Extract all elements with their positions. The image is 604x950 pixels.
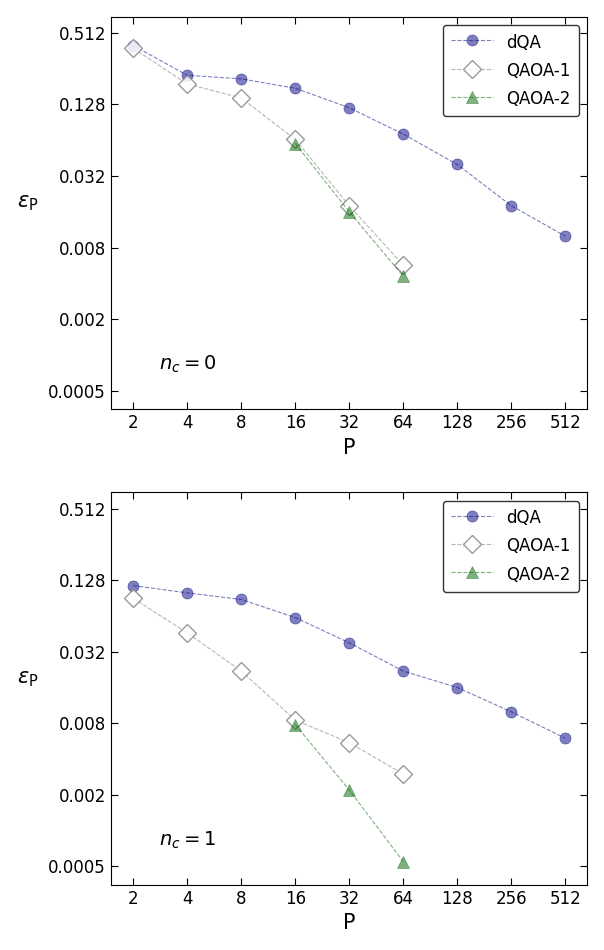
QAOA-1	[345, 737, 353, 749]
QAOA-2	[292, 719, 299, 731]
dQA	[345, 102, 353, 113]
dQA	[454, 682, 461, 694]
Line: QAOA-2: QAOA-2	[290, 138, 409, 282]
Legend: dQA, QAOA-1, QAOA-2: dQA, QAOA-1, QAOA-2	[443, 501, 579, 592]
QAOA-2	[345, 206, 353, 218]
QAOA-2	[400, 856, 407, 867]
QAOA-1	[345, 200, 353, 212]
QAOA-2	[292, 138, 299, 149]
QAOA-1	[130, 593, 137, 604]
QAOA-1	[184, 627, 191, 638]
dQA	[130, 40, 137, 51]
Text: $n_c = 1$: $n_c = 1$	[158, 829, 216, 851]
dQA	[562, 732, 569, 744]
QAOA-1	[400, 769, 407, 780]
dQA	[454, 159, 461, 170]
QAOA-1	[237, 92, 245, 104]
dQA	[507, 200, 515, 212]
dQA	[292, 83, 299, 94]
QAOA-1	[130, 43, 137, 54]
Y-axis label: $\varepsilon_{\rm P}$: $\varepsilon_{\rm P}$	[17, 193, 38, 213]
dQA	[184, 69, 191, 81]
Legend: dQA, QAOA-1, QAOA-2: dQA, QAOA-1, QAOA-2	[443, 25, 579, 116]
Line: QAOA-1: QAOA-1	[127, 42, 410, 272]
Line: QAOA-2: QAOA-2	[290, 719, 409, 867]
X-axis label: P: P	[343, 438, 355, 458]
QAOA-1	[237, 665, 245, 676]
QAOA-1	[400, 259, 407, 271]
dQA	[237, 594, 245, 605]
dQA	[237, 73, 245, 85]
dQA	[345, 637, 353, 649]
Line: dQA: dQA	[127, 580, 571, 744]
QAOA-2	[400, 271, 407, 282]
dQA	[562, 231, 569, 242]
Text: $n_c = 0$: $n_c = 0$	[158, 354, 216, 375]
dQA	[400, 665, 407, 676]
dQA	[400, 128, 407, 140]
dQA	[292, 612, 299, 623]
Y-axis label: $\varepsilon_{\rm P}$: $\varepsilon_{\rm P}$	[17, 669, 38, 689]
dQA	[184, 587, 191, 598]
QAOA-1	[292, 714, 299, 726]
QAOA-1	[292, 134, 299, 145]
Line: dQA: dQA	[127, 40, 571, 241]
X-axis label: P: P	[343, 913, 355, 933]
QAOA-1	[184, 78, 191, 89]
Line: QAOA-1: QAOA-1	[127, 592, 410, 780]
dQA	[507, 706, 515, 717]
QAOA-2	[345, 785, 353, 796]
dQA	[130, 580, 137, 591]
